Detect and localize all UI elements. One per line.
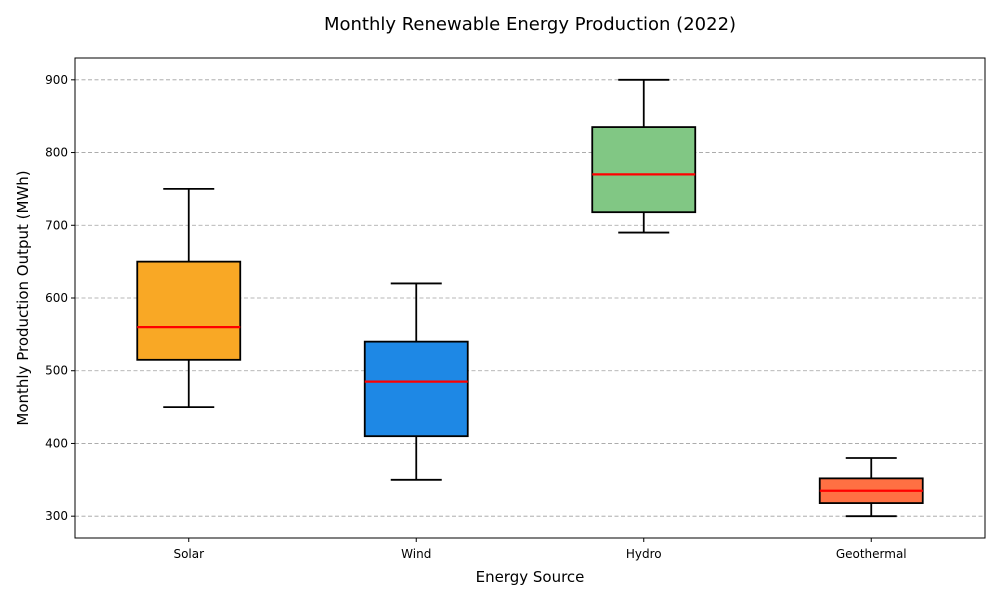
y-tick-label-800: 800 [45,146,68,160]
box-geothermal [818,457,924,518]
x-tick-label-wind: Wind [401,547,431,561]
y-tick-label-600: 600 [45,291,68,305]
box-series [136,78,924,518]
box-solar [136,188,242,408]
y-tick-label-300: 300 [45,509,68,523]
x-tick-label-geothermal: Geothermal [836,547,907,561]
box-wind [363,282,469,481]
y-tick-label-700: 700 [45,218,68,232]
chart-title: Monthly Renewable Energy Production (202… [324,14,736,35]
x-axis: Solar Wind Hydro Geothermal [173,538,907,561]
y-axis-title: Monthly Production Output (MWh) [14,170,32,425]
x-axis-title: Energy Source [476,568,585,586]
x-tick-label-solar: Solar [173,547,204,561]
iqr-box-solar [136,260,242,361]
y-tick-label-500: 500 [45,364,68,378]
box-hydro [591,78,697,234]
y-tick-label-900: 900 [45,73,68,87]
y-tick-label-400: 400 [45,436,68,450]
iqr-box-wind [363,340,469,438]
iqr-box-hydro [591,126,697,214]
x-tick-label-hydro: Hydro [626,547,662,561]
y-axis: 300 400 500 600 700 800 900 [45,73,75,523]
